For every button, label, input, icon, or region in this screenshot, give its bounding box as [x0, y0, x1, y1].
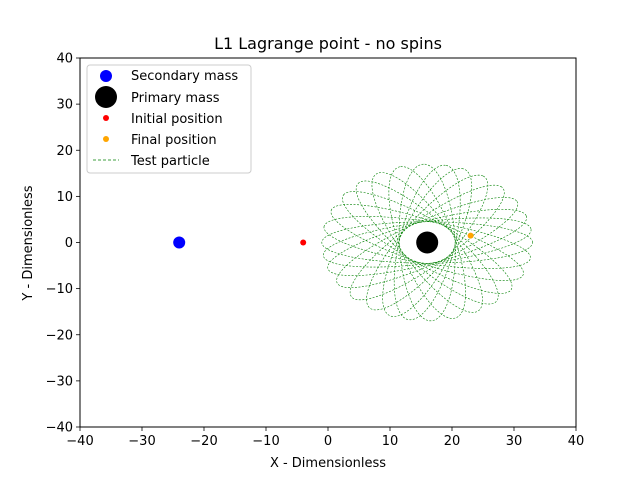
y-tick-label: −30 [46, 374, 73, 389]
plot-area [173, 163, 533, 322]
trajectory-loop [330, 204, 524, 281]
legend-label-test-particle: Test particle [130, 154, 210, 169]
x-tick-label: −40 [66, 434, 93, 449]
legend-label-secondary-mass: Secondary mass [131, 69, 238, 84]
y-tick-label: 40 [56, 52, 73, 67]
legend-label-primary-mass: Primary mass [131, 91, 220, 106]
y-tick-label: 10 [56, 190, 73, 205]
trajectory-loop [388, 166, 466, 319]
x-tick-label: 10 [382, 434, 399, 449]
trajectory-loop [382, 168, 473, 317]
legend-box [86, 64, 252, 174]
y-tick-label: 0 [65, 236, 73, 251]
legend-label-final-position: Final position [131, 133, 217, 148]
trajectory-loop [355, 180, 499, 305]
trajectory-loop [323, 216, 531, 269]
y-axis-ticks: −40 −30 −20 −10 0 10 20 30 40 [46, 52, 80, 436]
trajectory-loop [342, 191, 513, 294]
trajectory-loop [393, 164, 461, 321]
x-tick-label: 20 [444, 434, 461, 449]
trajectory-loop [398, 163, 456, 322]
legend-label-initial-position: Initial position [131, 112, 223, 127]
trajectory-loop [321, 221, 533, 264]
trajectory-loop [327, 209, 528, 276]
initial-position-marker [300, 239, 307, 246]
x-axis-label: X - Dimensionless [270, 456, 386, 471]
y-tick-label: −10 [46, 282, 73, 297]
final-position-marker [467, 232, 474, 239]
primary-mass-marker [416, 231, 439, 254]
legend: Secondary mass Primary mass Initial posi… [86, 64, 252, 174]
trajectory-loop [349, 184, 505, 301]
x-axis-ticks: −40 −30 −20 −10 0 10 20 30 40 [66, 427, 584, 449]
legend-marker-final-position [103, 136, 109, 142]
x-tick-label: −20 [190, 434, 217, 449]
legend-marker-secondary-mass [100, 70, 112, 82]
x-tick-label: 30 [506, 434, 523, 449]
x-tick-label: −30 [128, 434, 155, 449]
y-tick-label: −40 [46, 421, 73, 436]
trajectory-loop [371, 172, 483, 313]
x-tick-label: 0 [324, 434, 332, 449]
y-tick-label: 20 [56, 144, 73, 159]
point-markers [173, 231, 474, 254]
x-tick-label: −10 [252, 434, 279, 449]
x-tick-label: 40 [568, 434, 585, 449]
y-tick-label: 30 [56, 98, 73, 113]
legend-marker-primary-mass [95, 86, 117, 108]
test-particle-trajectory [321, 163, 533, 322]
chart-title: L1 Lagrange point - no spins [214, 34, 442, 53]
trajectory-loop [366, 174, 489, 311]
y-tick-label: −20 [46, 328, 73, 343]
trajectory-loop [336, 197, 519, 288]
legend-marker-initial-position [103, 115, 109, 121]
y-axis-label: Y - Dimensionless [21, 185, 36, 301]
secondary-mass-marker [173, 236, 186, 249]
